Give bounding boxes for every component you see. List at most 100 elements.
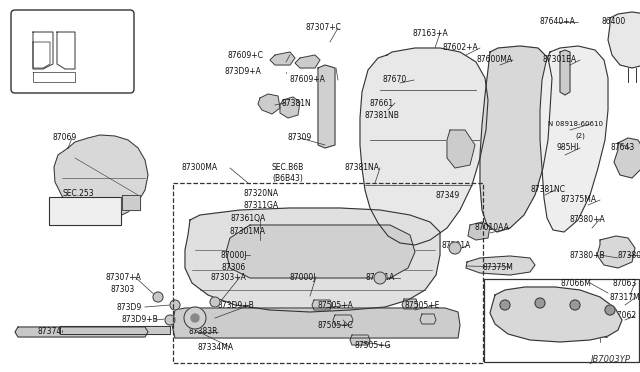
- Bar: [484, 279, 639, 362]
- Polygon shape: [608, 12, 640, 68]
- Bar: [173, 183, 483, 363]
- Polygon shape: [172, 308, 460, 338]
- Text: 87062: 87062: [613, 311, 637, 321]
- Text: 87380+B: 87380+B: [569, 250, 605, 260]
- Polygon shape: [33, 72, 75, 82]
- Polygon shape: [447, 130, 475, 168]
- Text: 87000J: 87000J: [221, 250, 247, 260]
- Text: 87670: 87670: [383, 76, 407, 84]
- Text: 87303: 87303: [111, 285, 135, 294]
- Text: 87505+A: 87505+A: [317, 301, 353, 310]
- Text: 87307+C: 87307+C: [305, 23, 341, 32]
- Text: 87311GA: 87311GA: [243, 201, 278, 209]
- Circle shape: [500, 300, 510, 310]
- Polygon shape: [15, 327, 148, 337]
- Polygon shape: [270, 52, 295, 65]
- Text: 873D9+B: 873D9+B: [218, 301, 254, 310]
- Polygon shape: [402, 299, 418, 309]
- Polygon shape: [33, 32, 53, 69]
- Text: 985HI: 985HI: [557, 144, 579, 153]
- Text: 87307+A: 87307+A: [105, 273, 141, 282]
- Text: 87334MA: 87334MA: [198, 343, 234, 352]
- Text: SEC.B6B: SEC.B6B: [272, 164, 304, 173]
- Text: 86400: 86400: [602, 17, 626, 26]
- Polygon shape: [295, 55, 320, 68]
- Polygon shape: [490, 287, 622, 342]
- Polygon shape: [614, 138, 640, 178]
- Text: SEC.253: SEC.253: [62, 189, 94, 198]
- Circle shape: [535, 298, 545, 308]
- Polygon shape: [560, 50, 570, 95]
- Text: 87609+C: 87609+C: [227, 51, 263, 60]
- Text: N 08918-60610: N 08918-60610: [547, 121, 602, 127]
- Circle shape: [170, 300, 180, 310]
- Text: 87010AA: 87010AA: [475, 224, 509, 232]
- Text: 873D9: 873D9: [116, 302, 141, 311]
- Text: 87381NA: 87381NA: [344, 164, 380, 173]
- Text: 87602+A: 87602+A: [442, 44, 478, 52]
- Polygon shape: [360, 48, 488, 245]
- Polygon shape: [333, 315, 353, 325]
- Circle shape: [191, 314, 199, 322]
- Text: (2): (2): [575, 133, 585, 139]
- Text: 87300MA: 87300MA: [182, 164, 218, 173]
- Polygon shape: [312, 300, 332, 310]
- Text: 87301MA: 87301MA: [230, 227, 266, 235]
- Text: 87381N: 87381N: [281, 99, 311, 108]
- Polygon shape: [480, 46, 552, 232]
- Text: 87066M: 87066M: [561, 279, 591, 288]
- Polygon shape: [350, 335, 370, 345]
- Text: 873D9+B: 873D9+B: [122, 315, 158, 324]
- Circle shape: [374, 272, 386, 284]
- Text: 87000F: 87000F: [516, 294, 545, 302]
- Circle shape: [605, 305, 615, 315]
- Text: 87380+A: 87380+A: [569, 215, 605, 224]
- Text: 87643: 87643: [611, 144, 635, 153]
- Text: 87069: 87069: [53, 134, 77, 142]
- Polygon shape: [466, 256, 535, 275]
- Polygon shape: [540, 46, 608, 232]
- Text: 87609+A: 87609+A: [289, 76, 325, 84]
- Circle shape: [449, 242, 461, 254]
- FancyBboxPatch shape: [49, 197, 121, 225]
- Text: 87163+A: 87163+A: [412, 29, 448, 38]
- Polygon shape: [468, 222, 490, 240]
- Text: 87505+E: 87505+E: [404, 301, 440, 310]
- Text: 87300EC: 87300EC: [575, 330, 609, 340]
- Text: 87383R: 87383R: [188, 327, 218, 337]
- Polygon shape: [57, 32, 75, 69]
- Text: 87505+C: 87505+C: [317, 321, 353, 330]
- Text: 873D9+A: 873D9+A: [225, 67, 261, 77]
- Circle shape: [165, 315, 175, 325]
- Text: 87640+A: 87640+A: [539, 17, 575, 26]
- Text: 87063: 87063: [613, 279, 637, 288]
- Text: 87361QA: 87361QA: [230, 215, 266, 224]
- Text: 87306: 87306: [222, 263, 246, 272]
- Text: 87000J: 87000J: [290, 273, 316, 282]
- Text: 87317M: 87317M: [610, 294, 640, 302]
- Circle shape: [153, 292, 163, 302]
- Polygon shape: [226, 225, 415, 278]
- Polygon shape: [54, 135, 148, 220]
- Polygon shape: [597, 236, 635, 268]
- Text: 87309: 87309: [288, 134, 312, 142]
- Circle shape: [570, 300, 580, 310]
- Polygon shape: [318, 65, 335, 148]
- Text: 87505+G: 87505+G: [355, 341, 391, 350]
- Circle shape: [210, 297, 220, 307]
- Polygon shape: [60, 326, 170, 334]
- Polygon shape: [185, 208, 440, 312]
- Circle shape: [184, 307, 206, 329]
- Polygon shape: [258, 94, 280, 114]
- Polygon shape: [33, 42, 50, 68]
- Text: 87301EA: 87301EA: [543, 55, 577, 64]
- Text: 87501A: 87501A: [365, 273, 395, 282]
- Text: 87380: 87380: [618, 250, 640, 260]
- Text: 87375MA: 87375MA: [561, 196, 597, 205]
- Text: 87501A: 87501A: [442, 241, 470, 250]
- Text: 87320NA: 87320NA: [243, 189, 278, 198]
- FancyBboxPatch shape: [11, 10, 134, 93]
- Text: 87661: 87661: [370, 99, 394, 108]
- Text: 87600MA: 87600MA: [477, 55, 513, 64]
- Text: 87374: 87374: [38, 327, 62, 337]
